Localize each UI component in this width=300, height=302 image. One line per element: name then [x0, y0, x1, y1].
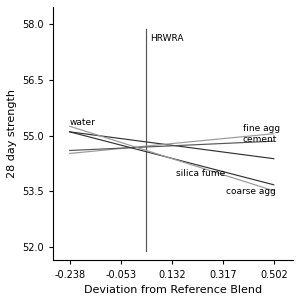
Text: water: water	[70, 118, 96, 127]
Text: cement: cement	[243, 135, 277, 144]
Text: coarse agg: coarse agg	[226, 187, 276, 196]
Text: silica fume: silica fume	[176, 169, 225, 178]
Y-axis label: 28 day strength: 28 day strength	[7, 89, 17, 178]
Text: HRWRA: HRWRA	[150, 34, 183, 43]
X-axis label: Deviation from Reference Blend: Deviation from Reference Blend	[84, 285, 262, 295]
Text: fine agg: fine agg	[243, 124, 280, 133]
